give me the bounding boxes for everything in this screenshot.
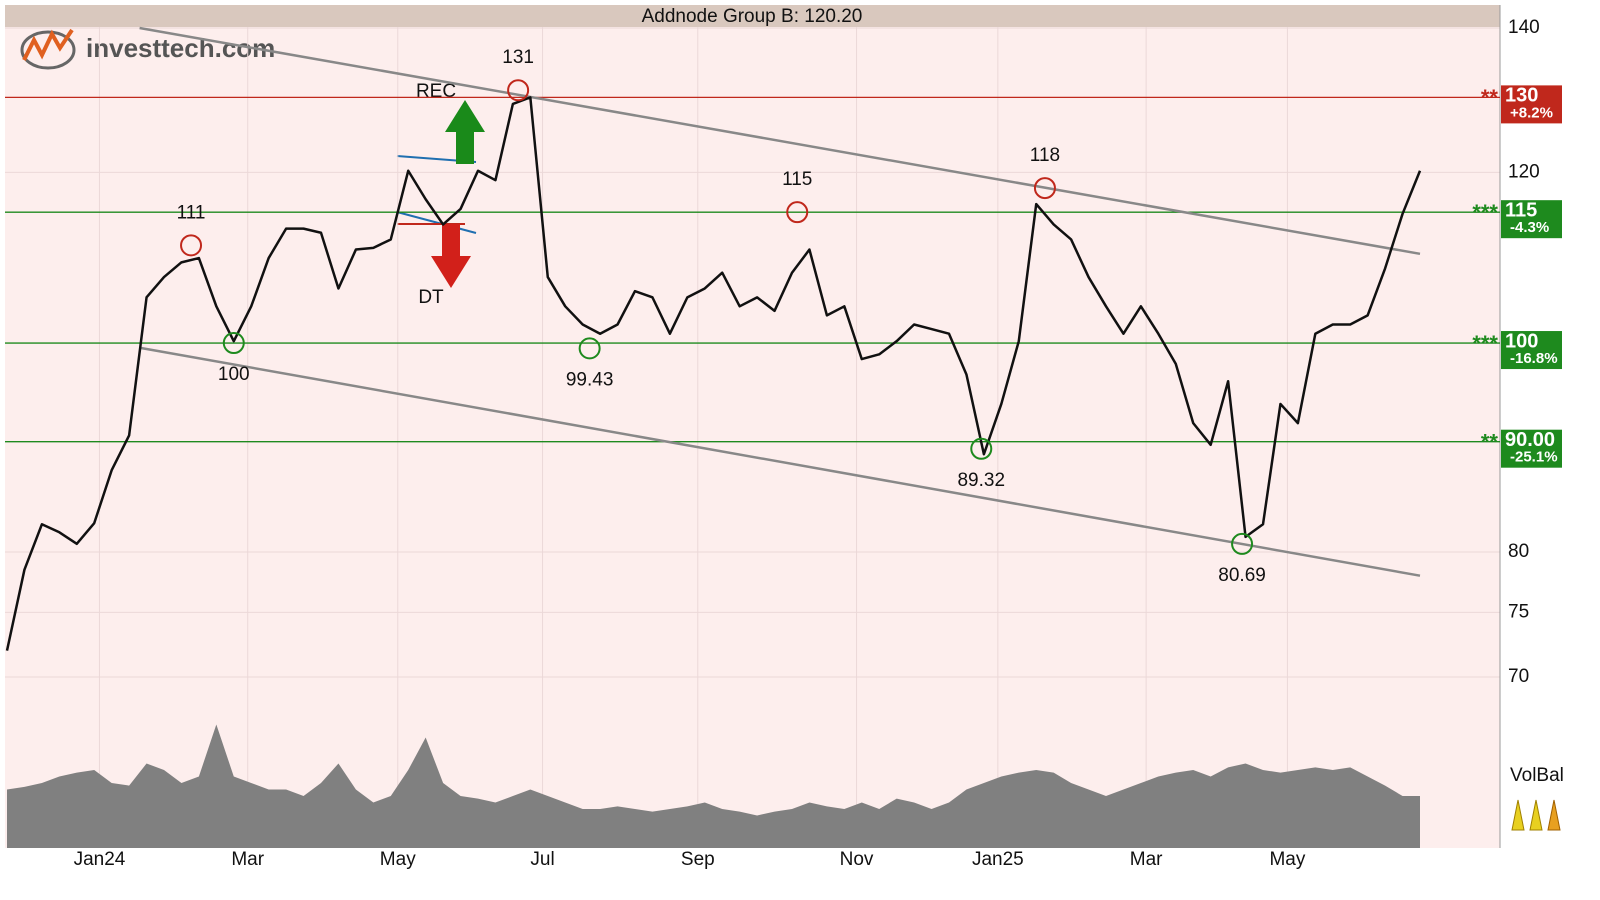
extreme-label: 115 bbox=[782, 169, 812, 190]
extreme-marker bbox=[222, 332, 245, 355]
signal-label: REC bbox=[416, 81, 456, 102]
level-label: 130 bbox=[1505, 85, 1538, 107]
level-label: 90.00 bbox=[1505, 429, 1555, 451]
y-tick-label: 80 bbox=[1508, 541, 1529, 562]
extreme-label: 118 bbox=[1030, 145, 1060, 166]
icon bbox=[1511, 799, 1525, 831]
plot-background bbox=[5, 5, 1500, 848]
extreme-marker bbox=[578, 337, 601, 360]
level-change: -16.8% bbox=[1510, 350, 1558, 367]
x-tick-label: Jan25 bbox=[972, 849, 1024, 870]
extreme-label: 111 bbox=[177, 202, 206, 223]
level-box bbox=[1501, 429, 1562, 468]
extreme-marker bbox=[970, 437, 993, 460]
extreme-label: 99.43 bbox=[566, 369, 614, 390]
level-box bbox=[1501, 331, 1562, 370]
grid bbox=[5, 27, 1500, 848]
x-tick-label: Sep bbox=[681, 849, 715, 870]
extreme-label: 89.32 bbox=[957, 470, 1005, 491]
level-stars: ** bbox=[1481, 430, 1499, 455]
logo: investtech.com bbox=[20, 28, 275, 70]
level-stars: *** bbox=[1472, 331, 1498, 356]
extreme-marker bbox=[786, 201, 809, 224]
logo-mark bbox=[22, 28, 74, 61]
y-tick-label: 75 bbox=[1508, 601, 1529, 622]
x-tick-label: May bbox=[1269, 849, 1305, 870]
y-tick-label: 120 bbox=[1508, 161, 1540, 182]
buy-arrow bbox=[445, 100, 485, 164]
chart-title: Addnode Group B: 120.20 bbox=[642, 6, 863, 27]
volume-area bbox=[7, 724, 1420, 848]
extreme-marker bbox=[1033, 177, 1056, 200]
level-stars: ** bbox=[1481, 85, 1499, 110]
trend-line bbox=[139, 26, 1421, 256]
y-tick-label: 70 bbox=[1508, 666, 1529, 687]
extreme-marker bbox=[1231, 532, 1254, 555]
level-label: 115 bbox=[1505, 199, 1537, 221]
level-box bbox=[1501, 85, 1562, 124]
extreme-marker bbox=[180, 234, 203, 257]
logo-ring bbox=[20, 30, 76, 70]
x-tick-label: Nov bbox=[840, 849, 874, 870]
icon bbox=[1547, 799, 1561, 831]
indicator-label: VolBal bbox=[1510, 765, 1564, 786]
price-line bbox=[5, 96, 1422, 651]
signal-label: DT bbox=[418, 287, 444, 308]
extreme-marker bbox=[507, 79, 530, 102]
sell-arrow bbox=[431, 224, 471, 288]
extreme-label: 80.69 bbox=[1218, 565, 1266, 586]
icon bbox=[1529, 799, 1543, 831]
x-tick-label: Jan24 bbox=[74, 849, 126, 870]
x-tick-label: Mar bbox=[1130, 849, 1163, 870]
title-bar bbox=[5, 5, 1500, 27]
level-box bbox=[1501, 200, 1562, 239]
x-tick-label: Jul bbox=[530, 849, 554, 870]
extreme-label: 100 bbox=[218, 364, 250, 385]
x-tick-label: May bbox=[380, 849, 416, 870]
extreme-label: 131 bbox=[502, 47, 534, 68]
logo-text: investtech.com bbox=[86, 33, 275, 63]
level-stars: *** bbox=[1472, 200, 1498, 225]
y-tick-label: 140 bbox=[1508, 17, 1540, 38]
level-change: +8.2% bbox=[1510, 104, 1553, 121]
x-tick-label: Mar bbox=[231, 849, 264, 870]
volbal-icons bbox=[1511, 799, 1561, 831]
trend-line bbox=[139, 346, 1421, 577]
level-label: 100 bbox=[1505, 330, 1538, 352]
level-change: -4.3% bbox=[1510, 219, 1549, 236]
pattern-line bbox=[396, 211, 477, 234]
level-change: -25.1% bbox=[1510, 449, 1558, 466]
